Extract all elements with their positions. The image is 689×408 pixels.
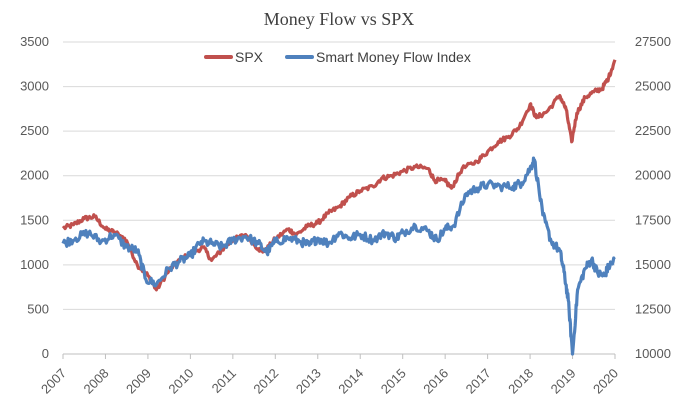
x-tick-label: 2009 [123, 366, 154, 397]
x-tick-label: 2007 [38, 366, 69, 397]
x-tick-label: 2008 [81, 366, 112, 397]
y-left-tick-label: 3000 [20, 79, 49, 94]
legend-label: SPX [235, 49, 264, 65]
y-right-tick-label: 27500 [635, 34, 671, 49]
x-tick-label: 2012 [250, 366, 281, 397]
x-tick-label: 2018 [505, 366, 536, 397]
y-left-tick-label: 1500 [20, 212, 49, 227]
series-layer [61, 59, 617, 356]
x-tick-label: 2013 [293, 366, 324, 397]
y-left-tick-label: 2000 [20, 168, 49, 183]
y-left-tick-label: 3500 [20, 34, 49, 49]
y-right-tick-label: 25000 [635, 79, 671, 94]
legend: SPX Smart Money Flow Index [204, 49, 471, 65]
x-tick-label: 2020 [590, 366, 621, 397]
y-left-tick-label: 500 [27, 301, 49, 316]
x-tick-label: 2011 [209, 366, 239, 396]
x-tick-label: 2017 [463, 366, 494, 397]
grid-layer [63, 41, 615, 355]
series-line-smart-money-flow-index [61, 156, 616, 356]
y-left-tick-label: 2500 [20, 123, 49, 138]
x-tick-label: 2019 [548, 366, 579, 397]
y-right-tick-label: 20000 [635, 168, 671, 183]
x-tick-label: 2016 [420, 366, 451, 397]
y-right-tick-label: 12500 [635, 301, 671, 316]
legend-label: Smart Money Flow Index [316, 49, 471, 65]
x-tick-label: 2015 [378, 366, 409, 397]
x-tick-label: 2010 [165, 366, 196, 397]
y-right-tick-label: 22500 [635, 123, 671, 138]
y-right-tick-label: 17500 [635, 212, 671, 227]
chart-title: Money Flow vs SPX [264, 9, 415, 29]
y-right-tick-label: 15000 [635, 257, 671, 272]
x-tick-label: 2014 [335, 366, 366, 397]
y-left-tick-label: 1000 [20, 257, 49, 272]
series-line-spx [61, 59, 617, 292]
y-right-tick-label: 10000 [635, 346, 671, 361]
y-left-tick-label: 0 [42, 346, 49, 361]
